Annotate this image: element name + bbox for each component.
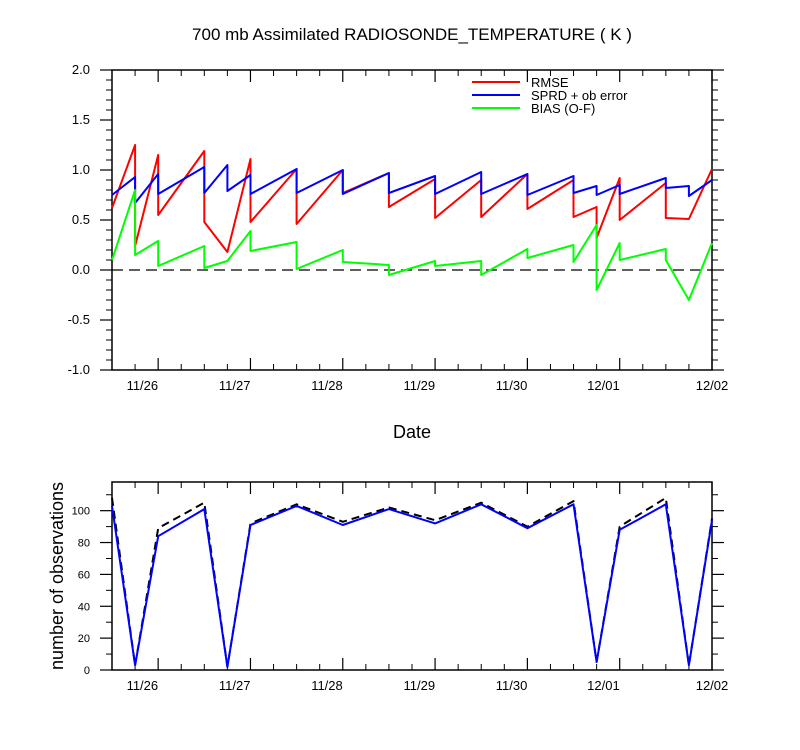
- y-tick-label: 60: [78, 569, 90, 581]
- x-tick-label: 11/30: [496, 678, 528, 693]
- x-tick-label: 11/26: [127, 678, 159, 693]
- chart-title: 700 mb Assimilated RADIOSONDE_TEMPERATUR…: [192, 25, 632, 44]
- x-tick-label: 11/30: [496, 378, 528, 393]
- series-line-series-1: [111, 503, 713, 668]
- series-line-bias-o-f: [111, 189, 713, 301]
- x-tick-label: 11/26: [127, 378, 159, 393]
- series-line-series-0: [111, 496, 713, 668]
- top-chart: 11/26 11/27 11/28 11/29 11/30 12/01 12/02 -1.0 -…: [68, 62, 729, 442]
- top-plot-frame: [111, 69, 713, 371]
- legend-label: RMSE: [531, 75, 569, 90]
- y-tick-label: 0: [84, 665, 90, 677]
- x-tick-label: 12/02: [696, 378, 729, 393]
- x-tick-label: 11/27: [219, 678, 251, 693]
- bottom-ticks: 11/26 11/27 11/28 11/29 11/30 12/01 12/02 0 20 40…: [72, 482, 729, 693]
- y-tick-label: 0.5: [72, 212, 90, 227]
- y-tick-label: 80: [78, 538, 90, 550]
- y-tick-label: 1.5: [72, 112, 90, 127]
- y-tick-label: 20: [78, 633, 90, 645]
- y-tick-label: -0.5: [68, 312, 90, 327]
- x-axis-label: Date: [393, 422, 431, 442]
- x-tick-label: 11/29: [403, 678, 435, 693]
- top-ticks: 11/26 11/27 11/28 11/29 11/30 12/01 12/02 -1.0 -…: [68, 62, 729, 393]
- x-tick-label: 12/01: [587, 678, 620, 693]
- series-line-sprd-ob-error: [111, 164, 713, 204]
- bottom-series: [111, 496, 713, 668]
- x-tick-label: 11/28: [311, 378, 343, 393]
- x-tick-label: 11/27: [219, 378, 251, 393]
- bottom-chart: 11/26 11/27 11/28 11/29 11/30 12/01 12/02 0 20 40…: [47, 481, 729, 693]
- y-tick-label: 2.0: [72, 62, 90, 77]
- y-tick-label: 1.0: [72, 162, 90, 177]
- legend-label: BIAS (O-F): [531, 101, 595, 116]
- x-tick-label: 11/29: [403, 378, 435, 393]
- x-tick-label: 11/28: [311, 678, 343, 693]
- series-line-rmse: [111, 144, 713, 253]
- y-tick-label: 0.0: [72, 262, 90, 277]
- legend-label: SPRD + ob error: [531, 88, 628, 103]
- top-series: [111, 144, 713, 301]
- y-axis-label: number of observations: [47, 482, 67, 670]
- x-tick-label: 12/02: [696, 678, 729, 693]
- y-tick-label: 40: [78, 601, 90, 613]
- y-tick-label: 100: [72, 506, 90, 518]
- y-tick-label: -1.0: [68, 362, 90, 377]
- x-tick-label: 12/01: [587, 378, 620, 393]
